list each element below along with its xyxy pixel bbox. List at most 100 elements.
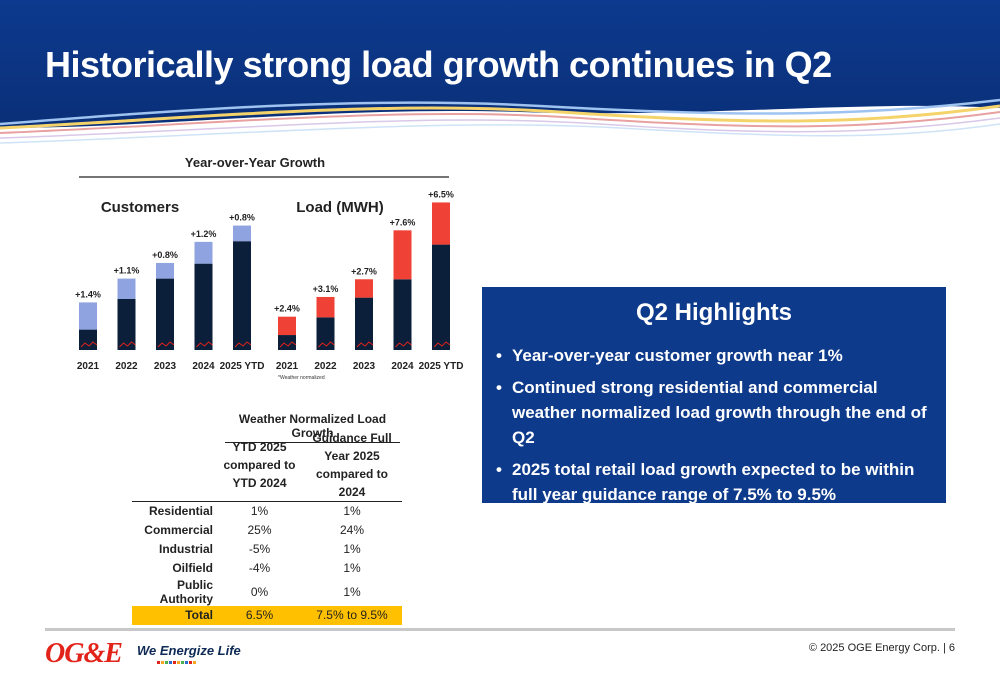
data-label: +1.2% [191,229,217,239]
total-row: Total 6.5% 7.5% to 9.5% [132,605,402,625]
footer-divider [45,628,955,631]
total-guidance: 7.5% to 9.5% [302,605,402,625]
bar-wave-mark [279,341,297,348]
bar-growth [393,230,412,280]
bar-base [355,297,373,350]
bar-base [393,279,412,350]
tick-label: 2024 [192,361,215,372]
table-row: Commercial 25% 24% [132,521,402,540]
tagline-color-dots [157,661,197,664]
bar-base [117,299,136,350]
bar-growth [117,278,136,299]
bar-wave-mark [395,341,412,348]
row-ytd: 1% [250,504,269,519]
data-label: +1.4% [75,289,101,299]
header-swoosh-graphic [0,0,1000,144]
row-label: Residential [148,504,213,519]
bullet-icon: • [496,346,502,365]
chart-note: *Weather normalized [278,375,325,381]
table-row: Residential 1% 1% [132,502,402,521]
bar-base [278,335,296,350]
row-guidance: 1% [343,584,361,599]
bar-growth [278,316,296,336]
tick-label: 2021 [276,361,299,372]
row-ytd: 0% [250,584,269,599]
tagline: We Energize Life [137,643,241,658]
tick-label: 2025 YTD [220,361,265,372]
bar-wave-mark [119,341,136,348]
tick-label: 2021 [77,361,100,372]
table-body: Residential 1% 1% Commercial 25% 24% Industria… [132,502,402,625]
panel-title: Customers [101,199,179,216]
row-label: Oilfield [172,561,213,575]
table-row: Oilfield -4% 1% [132,559,402,578]
highlight-text: 2025 total retail load growth expected t… [512,460,915,504]
bar-growth [79,302,97,330]
row-ytd: -4% [248,561,271,575]
table-row: Public Authority 0% 1% [132,578,402,606]
copyright-page-number: © 2025 OGE Energy Corp. | 6 [808,642,955,654]
data-label: +7.6% [390,217,416,227]
bar-growth [432,202,450,245]
highlight-text: Year-over-year customer growth near 1% [512,346,843,365]
row-guidance: 1% [343,504,361,519]
bar-wave-mark [234,341,252,348]
row-label: Industrial [158,542,213,556]
data-label: +0.8% [152,250,178,260]
table-header-ytd: YTD 2025 compared to YTD 2024 [223,440,296,490]
bar-base [233,241,251,350]
highlights-list: • Year-over-year customer growth near 1% … [496,343,936,514]
row-label: Commercial [144,523,213,537]
highlights-title: Q2 Highlights [636,299,792,326]
bar-wave-mark [356,341,374,348]
bar-growth [194,241,213,264]
yoy-growth-chart: Year-over-Year Growth Customers +1.4% 2021 +… [75,155,464,381]
bar-wave-mark [318,341,335,348]
q2-highlights-panel: Q2 Highlights • Year-over-year customer g… [482,287,946,504]
tick-label: 2025 YTD [419,361,464,372]
bar-wave-mark [157,341,175,348]
header-banner: Historically strong load growth continue… [0,0,1000,150]
bar-growth [355,279,373,298]
weather-normalized-table: YTD 2025 compared to YTD 2024 Guidance F… [132,429,402,625]
bar-base [156,278,174,350]
bar-growth [156,262,174,279]
row-guidance: 1% [343,561,361,575]
bar-wave-mark [80,341,98,348]
highlight-item: • Continued strong residential and commer… [496,375,936,450]
table-row: Industrial -5% 1% [132,540,402,559]
data-label: +6.5% [428,189,454,199]
row-label: Public Authority [159,577,213,606]
highlight-item: • 2025 total retail load growth expected … [496,457,936,507]
tick-label: 2022 [314,361,337,372]
panel-title: Load (MWH) [296,199,383,216]
oge-logo: OG&E [45,638,123,669]
row-ytd: -5% [248,542,271,556]
bar-wave-mark [196,341,213,348]
highlight-text: Continued strong residential and commerc… [512,378,927,447]
tick-label: 2024 [391,361,414,372]
tick-label: 2022 [115,361,138,372]
bar-growth [316,296,335,318]
table-title: Weather Normalized Load Growth [225,412,400,443]
data-label: +1.1% [114,266,140,276]
bar-wave-mark [433,341,451,348]
bar-base [432,244,450,350]
data-label: +3.1% [313,284,339,294]
data-label: +2.7% [351,266,377,276]
tick-label: 2023 [353,361,376,372]
row-guidance: 24% [339,523,365,537]
data-label: +2.4% [274,304,300,314]
bullet-icon: • [496,460,502,479]
data-label: +0.8% [229,213,255,223]
table-corner [132,429,217,502]
total-label: Total [132,605,217,625]
highlight-item: • Year-over-year customer growth near 1% [496,343,936,368]
chart-title: Year-over-Year Growth [185,155,325,170]
slide-title: Historically strong load growth continue… [45,44,832,85]
table-header-guidance: Guidance Full Year 2025 compared to 2024 [312,431,392,499]
bar-base [194,263,213,350]
tick-label: 2023 [154,361,177,372]
total-ytd: 6.5% [217,605,302,625]
bullet-icon: • [496,378,502,397]
